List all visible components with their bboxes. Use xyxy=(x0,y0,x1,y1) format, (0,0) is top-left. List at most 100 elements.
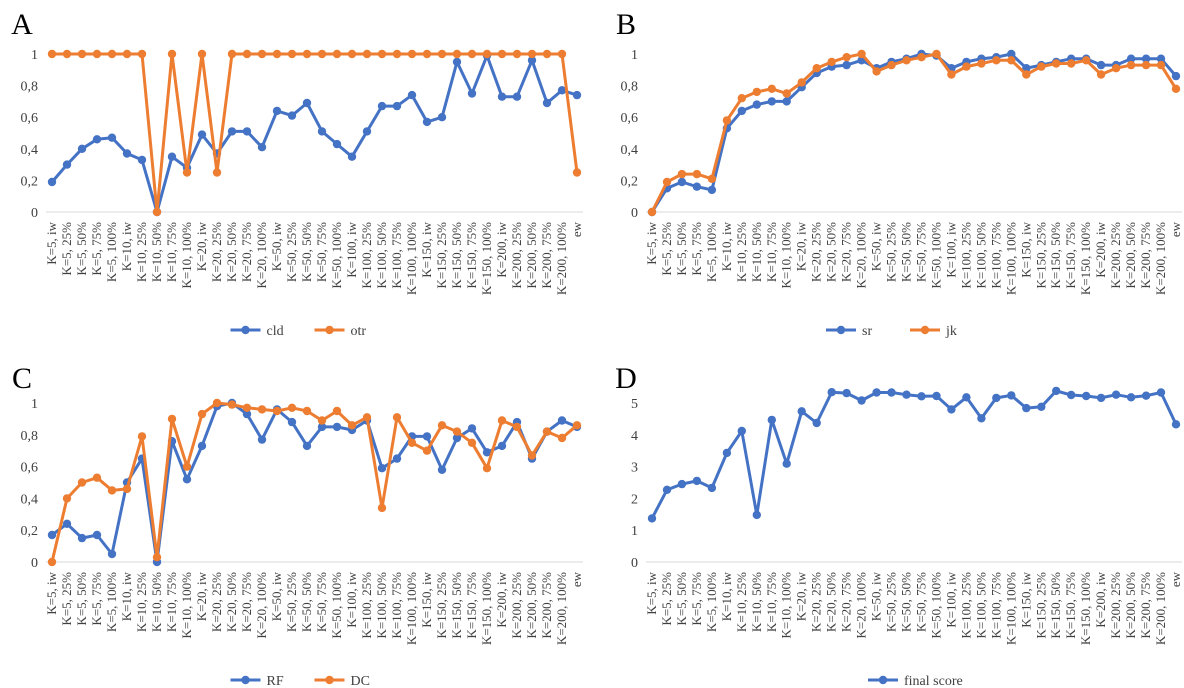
x-tick-label: K=50, iw xyxy=(869,221,884,271)
x-tick-label: K=100, 50% xyxy=(374,572,389,639)
data-point xyxy=(1126,54,1136,63)
data-point xyxy=(227,49,237,59)
legend-item: sr xyxy=(826,324,872,339)
data-point xyxy=(497,416,507,425)
x-tick-label: K=50, 75% xyxy=(314,222,329,282)
y-tick-label: 1 xyxy=(31,397,38,412)
x-tick-label: K=100, 100% xyxy=(1003,222,1018,295)
data-point xyxy=(302,98,312,108)
legend-swatch-marker xyxy=(878,675,888,685)
data-point xyxy=(92,473,102,482)
x-tick-label: K=150, 75% xyxy=(1063,572,1078,639)
data-point xyxy=(407,49,417,59)
x-tick-label: K=50, 100% xyxy=(928,222,943,289)
data-point xyxy=(62,494,72,503)
data-point xyxy=(62,519,72,528)
x-tick-label: K=10, 100% xyxy=(179,572,194,639)
data-point xyxy=(512,49,522,59)
x-tick-label: K=10, 75% xyxy=(164,222,179,282)
legend-label: final score xyxy=(904,674,963,688)
legend-swatch-marker xyxy=(241,325,250,335)
x-tick-label: K=5, iw xyxy=(644,221,659,264)
data-point xyxy=(452,427,462,436)
data-point xyxy=(482,49,492,59)
x-tick-label: K=150, iw xyxy=(1018,571,1033,627)
x-tick-label: K=10, iw xyxy=(719,221,734,271)
data-point xyxy=(1007,391,1016,400)
x-tick-label: K=5, 75% xyxy=(689,572,704,626)
legend-item: RF xyxy=(230,674,284,688)
data-point xyxy=(662,485,672,494)
series-line-otr xyxy=(52,52,579,214)
panel-label: A xyxy=(11,8,33,41)
data-point xyxy=(137,155,147,165)
x-tick-label: K=20, 75% xyxy=(239,222,254,282)
x-tick-label: K=150, 100% xyxy=(1078,572,1093,645)
data-point xyxy=(827,57,836,67)
x-tick-label: K=150, 75% xyxy=(1063,222,1078,289)
legend-item: jk xyxy=(910,324,957,339)
x-tick-label: K=50, iw xyxy=(269,571,284,621)
data-point xyxy=(1156,54,1166,63)
data-point xyxy=(122,49,132,59)
data-point xyxy=(782,97,791,106)
x-tick-label: K=50, 50% xyxy=(899,572,914,632)
x-tick-label: K=200, iw xyxy=(1093,571,1108,627)
data-point xyxy=(782,89,791,98)
data-point xyxy=(857,49,866,59)
data-point xyxy=(1111,63,1121,73)
data-point xyxy=(872,388,881,397)
data-point xyxy=(347,152,357,161)
x-tick-label: K=20, 25% xyxy=(809,572,824,632)
data-point xyxy=(1082,56,1091,65)
data-point xyxy=(437,113,447,122)
x-tick-label: K=200, 100% xyxy=(554,222,569,295)
data-point xyxy=(167,49,177,59)
data-point xyxy=(1037,62,1046,71)
data-point xyxy=(977,59,986,68)
x-tick-label: K=10, 25% xyxy=(134,572,149,632)
x-tick-label: K=150, 75% xyxy=(464,222,479,289)
x-tick-label: K=10, 50% xyxy=(149,222,164,282)
series-line-cld xyxy=(50,54,578,214)
y-tick-label: 2 xyxy=(631,492,638,507)
x-tick-label: K=100, 75% xyxy=(389,572,404,639)
x-tick-label: K=10, 100% xyxy=(779,572,794,639)
x-tick-label: K=10, 50% xyxy=(749,222,764,282)
x-tick-label: K=150, 100% xyxy=(1078,222,1093,295)
data-point xyxy=(962,62,971,71)
x-tick-label: K=10, 25% xyxy=(734,572,749,632)
data-point xyxy=(1067,390,1076,400)
data-point xyxy=(677,177,687,187)
data-point xyxy=(542,98,552,108)
data-point xyxy=(1067,59,1076,68)
data-point xyxy=(362,49,372,59)
data-point xyxy=(77,533,87,543)
data-point xyxy=(302,49,312,59)
x-tick-label: K=5, 50% xyxy=(74,222,89,276)
x-tick-label: K=100, 25% xyxy=(359,572,374,639)
data-point xyxy=(47,530,57,540)
x-tick-label: K=5, 75% xyxy=(89,572,104,626)
data-point xyxy=(887,388,896,397)
x-tick-label: K=150, 25% xyxy=(434,572,449,639)
data-point xyxy=(497,49,507,59)
data-point xyxy=(1156,60,1166,70)
x-tick-label: K=200, 25% xyxy=(1108,572,1123,639)
data-point xyxy=(257,405,267,414)
data-point xyxy=(122,149,132,158)
data-point xyxy=(677,479,687,489)
data-point xyxy=(302,406,312,416)
data-point xyxy=(527,451,537,460)
data-point xyxy=(257,435,267,444)
data-point xyxy=(392,413,402,422)
data-point xyxy=(962,393,971,402)
data-point xyxy=(1171,71,1181,81)
data-point xyxy=(662,177,672,187)
x-tick-label: K=150, 50% xyxy=(1048,572,1063,639)
x-tick-label: K=100, 50% xyxy=(973,222,988,289)
x-tick-label: ew xyxy=(569,221,584,237)
data-point xyxy=(167,414,177,424)
